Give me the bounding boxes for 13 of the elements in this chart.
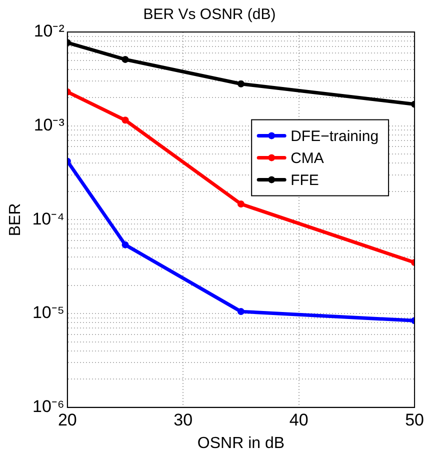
legend-label: DFE−training — [290, 128, 379, 145]
x-tick-label: 50 — [405, 410, 424, 430]
legend-label: FFE — [290, 172, 319, 189]
y-tick-label: 10⁻² — [34, 22, 65, 41]
y-tick-label: 10⁻³ — [34, 116, 65, 135]
chart-title: BER Vs OSNR (dB) — [143, 6, 276, 24]
x-tick-label: 30 — [174, 410, 193, 430]
x-tick-label: 40 — [289, 410, 308, 430]
legend-label: CMA — [290, 150, 324, 167]
y-tick-label: 10⁻⁴ — [32, 209, 64, 228]
y-axis-title: BER — [7, 203, 24, 236]
x-axis-title: OSNR in dB — [197, 434, 285, 452]
y-tick-label: 10⁻⁵ — [32, 303, 64, 322]
